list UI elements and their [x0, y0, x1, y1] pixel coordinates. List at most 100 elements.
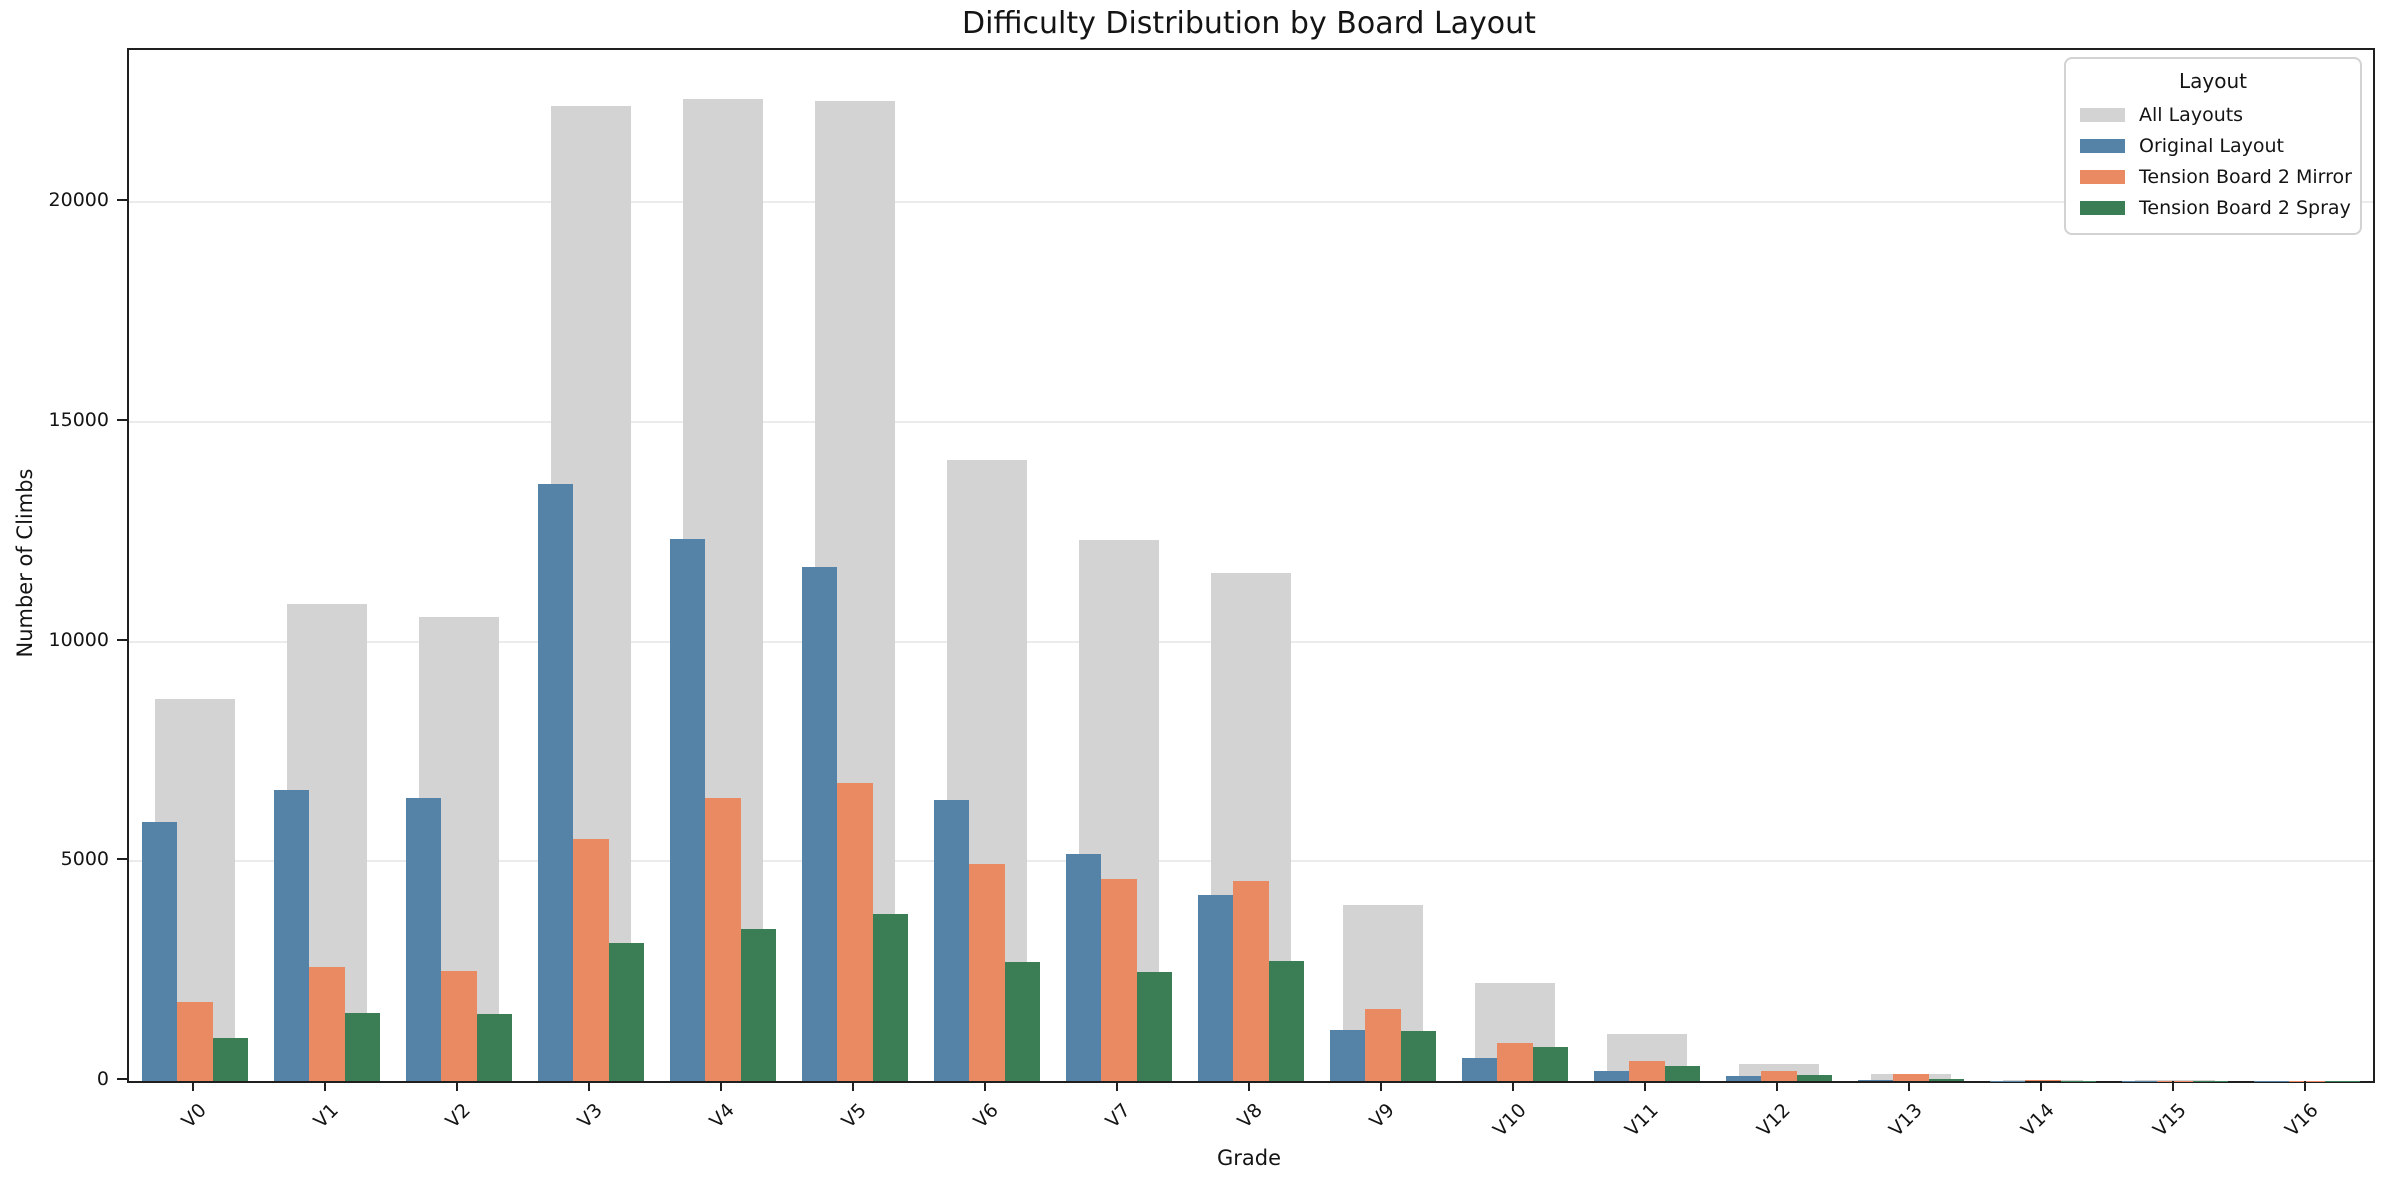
x-tick-label-v6: V6 — [969, 1099, 1003, 1133]
x-tick-label-v11: V11 — [1620, 1099, 1663, 1142]
legend-item-label: All Layouts — [2139, 103, 2244, 126]
bar-v10-tension-board-2-mirror — [1497, 1042, 1533, 1081]
bar-v3-original-layout — [538, 483, 574, 1081]
bar-v7-tension-board-2-spray — [1136, 972, 1172, 1081]
legend: Layout All Layouts Original Layout Tension… — [2064, 57, 2362, 235]
x-tick-label-v3: V3 — [573, 1099, 607, 1133]
x-tick-mark — [2040, 1081, 2042, 1091]
x-tick-mark — [1512, 1081, 1514, 1091]
bar-v2-tension-board-2-spray — [476, 1013, 512, 1081]
bar-v8-tension-board-2-mirror — [1233, 881, 1269, 1081]
x-tick-mark — [852, 1081, 854, 1091]
x-tick-mark — [1248, 1081, 1250, 1091]
bar-v2-tension-board-2-mirror — [441, 971, 477, 1081]
x-tick-mark — [192, 1081, 194, 1091]
bar-v11-original-layout — [1594, 1070, 1630, 1081]
bar-v4-original-layout — [670, 538, 706, 1081]
y-tick-mark — [117, 199, 127, 202]
legend-items: All Layouts Original Layout Tension Board … — [2080, 99, 2352, 223]
x-tick-label-v4: V4 — [705, 1099, 739, 1133]
y-tick-mark — [117, 418, 127, 421]
bar-v5-original-layout — [802, 567, 838, 1081]
legend-item: Original Layout — [2080, 130, 2346, 161]
bar-v13-tension-board-2-spray — [1928, 1079, 1964, 1081]
legend-item: Tension Board 2 Spray — [2080, 192, 2351, 223]
x-tick-label-v12: V12 — [1752, 1099, 1795, 1142]
legend-item-label: Original Layout — [2139, 134, 2284, 157]
bar-v9-tension-board-2-spray — [1400, 1031, 1436, 1081]
bar-v2-original-layout — [406, 797, 442, 1081]
x-tick-label-v10: V10 — [1488, 1099, 1531, 1142]
bar-v1-tension-board-2-mirror — [309, 966, 345, 1081]
bar-v3-tension-board-2-spray — [608, 943, 644, 1081]
bar-v6-tension-board-2-spray — [1004, 962, 1040, 1081]
x-tick-label-v2: V2 — [441, 1099, 475, 1133]
x-tick-mark — [1116, 1081, 1118, 1091]
y-tick-label: 15000 — [48, 408, 109, 431]
y-tick-mark — [117, 638, 127, 641]
legend-item: All Layouts — [2080, 99, 2346, 130]
y-tick-label: 5000 — [60, 848, 109, 871]
bar-v4-tension-board-2-spray — [740, 929, 776, 1081]
x-tick-mark — [456, 1081, 458, 1091]
bar-v0-tension-board-2-mirror — [177, 1001, 213, 1081]
bar-v9-tension-board-2-mirror — [1365, 1008, 1401, 1081]
bar-v10-original-layout — [1462, 1058, 1498, 1081]
legend-swatch — [2080, 169, 2125, 184]
x-tick-label-v9: V9 — [1365, 1099, 1399, 1133]
legend-item-label: Tension Board 2 Mirror — [2139, 165, 2352, 188]
bar-v5-tension-board-2-mirror — [837, 783, 873, 1081]
x-tick-label-v16: V16 — [2280, 1099, 2323, 1142]
x-tick-mark — [984, 1081, 986, 1091]
x-axis-label: Grade — [1216, 1146, 1282, 1170]
bar-v10-tension-board-2-spray — [1532, 1047, 1568, 1081]
bar-v11-tension-board-2-mirror — [1629, 1061, 1665, 1081]
bar-v13-original-layout — [1858, 1079, 1894, 1081]
bar-v7-original-layout — [1066, 854, 1102, 1081]
bar-v12-tension-board-2-mirror — [1761, 1070, 1797, 1081]
bar-v1-tension-board-2-spray — [344, 1012, 380, 1081]
x-tick-label-v0: V0 — [177, 1099, 211, 1133]
bar-v6-tension-board-2-mirror — [969, 863, 1005, 1081]
x-tick-mark — [1776, 1081, 1778, 1091]
x-tick-mark — [1644, 1081, 1646, 1091]
bar-v4-tension-board-2-mirror — [705, 797, 741, 1081]
x-tick-label-v7: V7 — [1101, 1099, 1135, 1133]
legend-swatch — [2080, 200, 2125, 215]
bar-v6-original-layout — [934, 799, 970, 1081]
bar-v7-tension-board-2-mirror — [1101, 879, 1137, 1081]
x-tick-mark — [1908, 1081, 1910, 1091]
x-tick-mark — [588, 1081, 590, 1091]
chart-title: Difficulty Distribution by Board Layout — [962, 6, 1536, 41]
x-tick-label-v14: V14 — [2016, 1099, 2059, 1142]
y-tick-mark — [117, 1078, 127, 1080]
bar-v11-tension-board-2-spray — [1664, 1066, 1700, 1081]
legend-swatch — [2080, 107, 2125, 122]
y-tick-label: 10000 — [48, 628, 109, 651]
plot-area — [127, 48, 2375, 1083]
x-tick-mark — [2304, 1081, 2306, 1091]
legend-swatch — [2080, 138, 2125, 153]
y-tick-label: 0 — [96, 1068, 109, 1090]
bar-v12-tension-board-2-spray — [1796, 1075, 1832, 1081]
x-tick-label-v15: V15 — [2148, 1099, 2191, 1142]
y-tick-label: 20000 — [48, 189, 109, 212]
x-tick-mark — [324, 1081, 326, 1091]
bar-v5-tension-board-2-spray — [872, 914, 908, 1081]
legend-title: Layout — [2179, 69, 2247, 93]
legend-item: Tension Board 2 Mirror — [2080, 161, 2352, 192]
bar-v0-tension-board-2-spray — [212, 1037, 248, 1081]
legend-item-label: Tension Board 2 Spray — [2139, 196, 2351, 219]
y-tick-mark — [117, 858, 127, 861]
gridline — [129, 201, 2373, 204]
bar-v1-original-layout — [274, 789, 310, 1081]
bar-v12-original-layout — [1726, 1076, 1762, 1081]
x-tick-label-v1: V1 — [309, 1099, 343, 1133]
x-tick-label-v13: V13 — [1884, 1099, 1927, 1142]
x-tick-label-v8: V8 — [1233, 1099, 1267, 1133]
bar-v0-original-layout — [142, 822, 178, 1081]
bar-v14-tension-board-2-mirror — [2025, 1079, 2061, 1081]
bar-v9-original-layout — [1330, 1030, 1366, 1081]
bar-v8-tension-board-2-spray — [1268, 961, 1304, 1081]
